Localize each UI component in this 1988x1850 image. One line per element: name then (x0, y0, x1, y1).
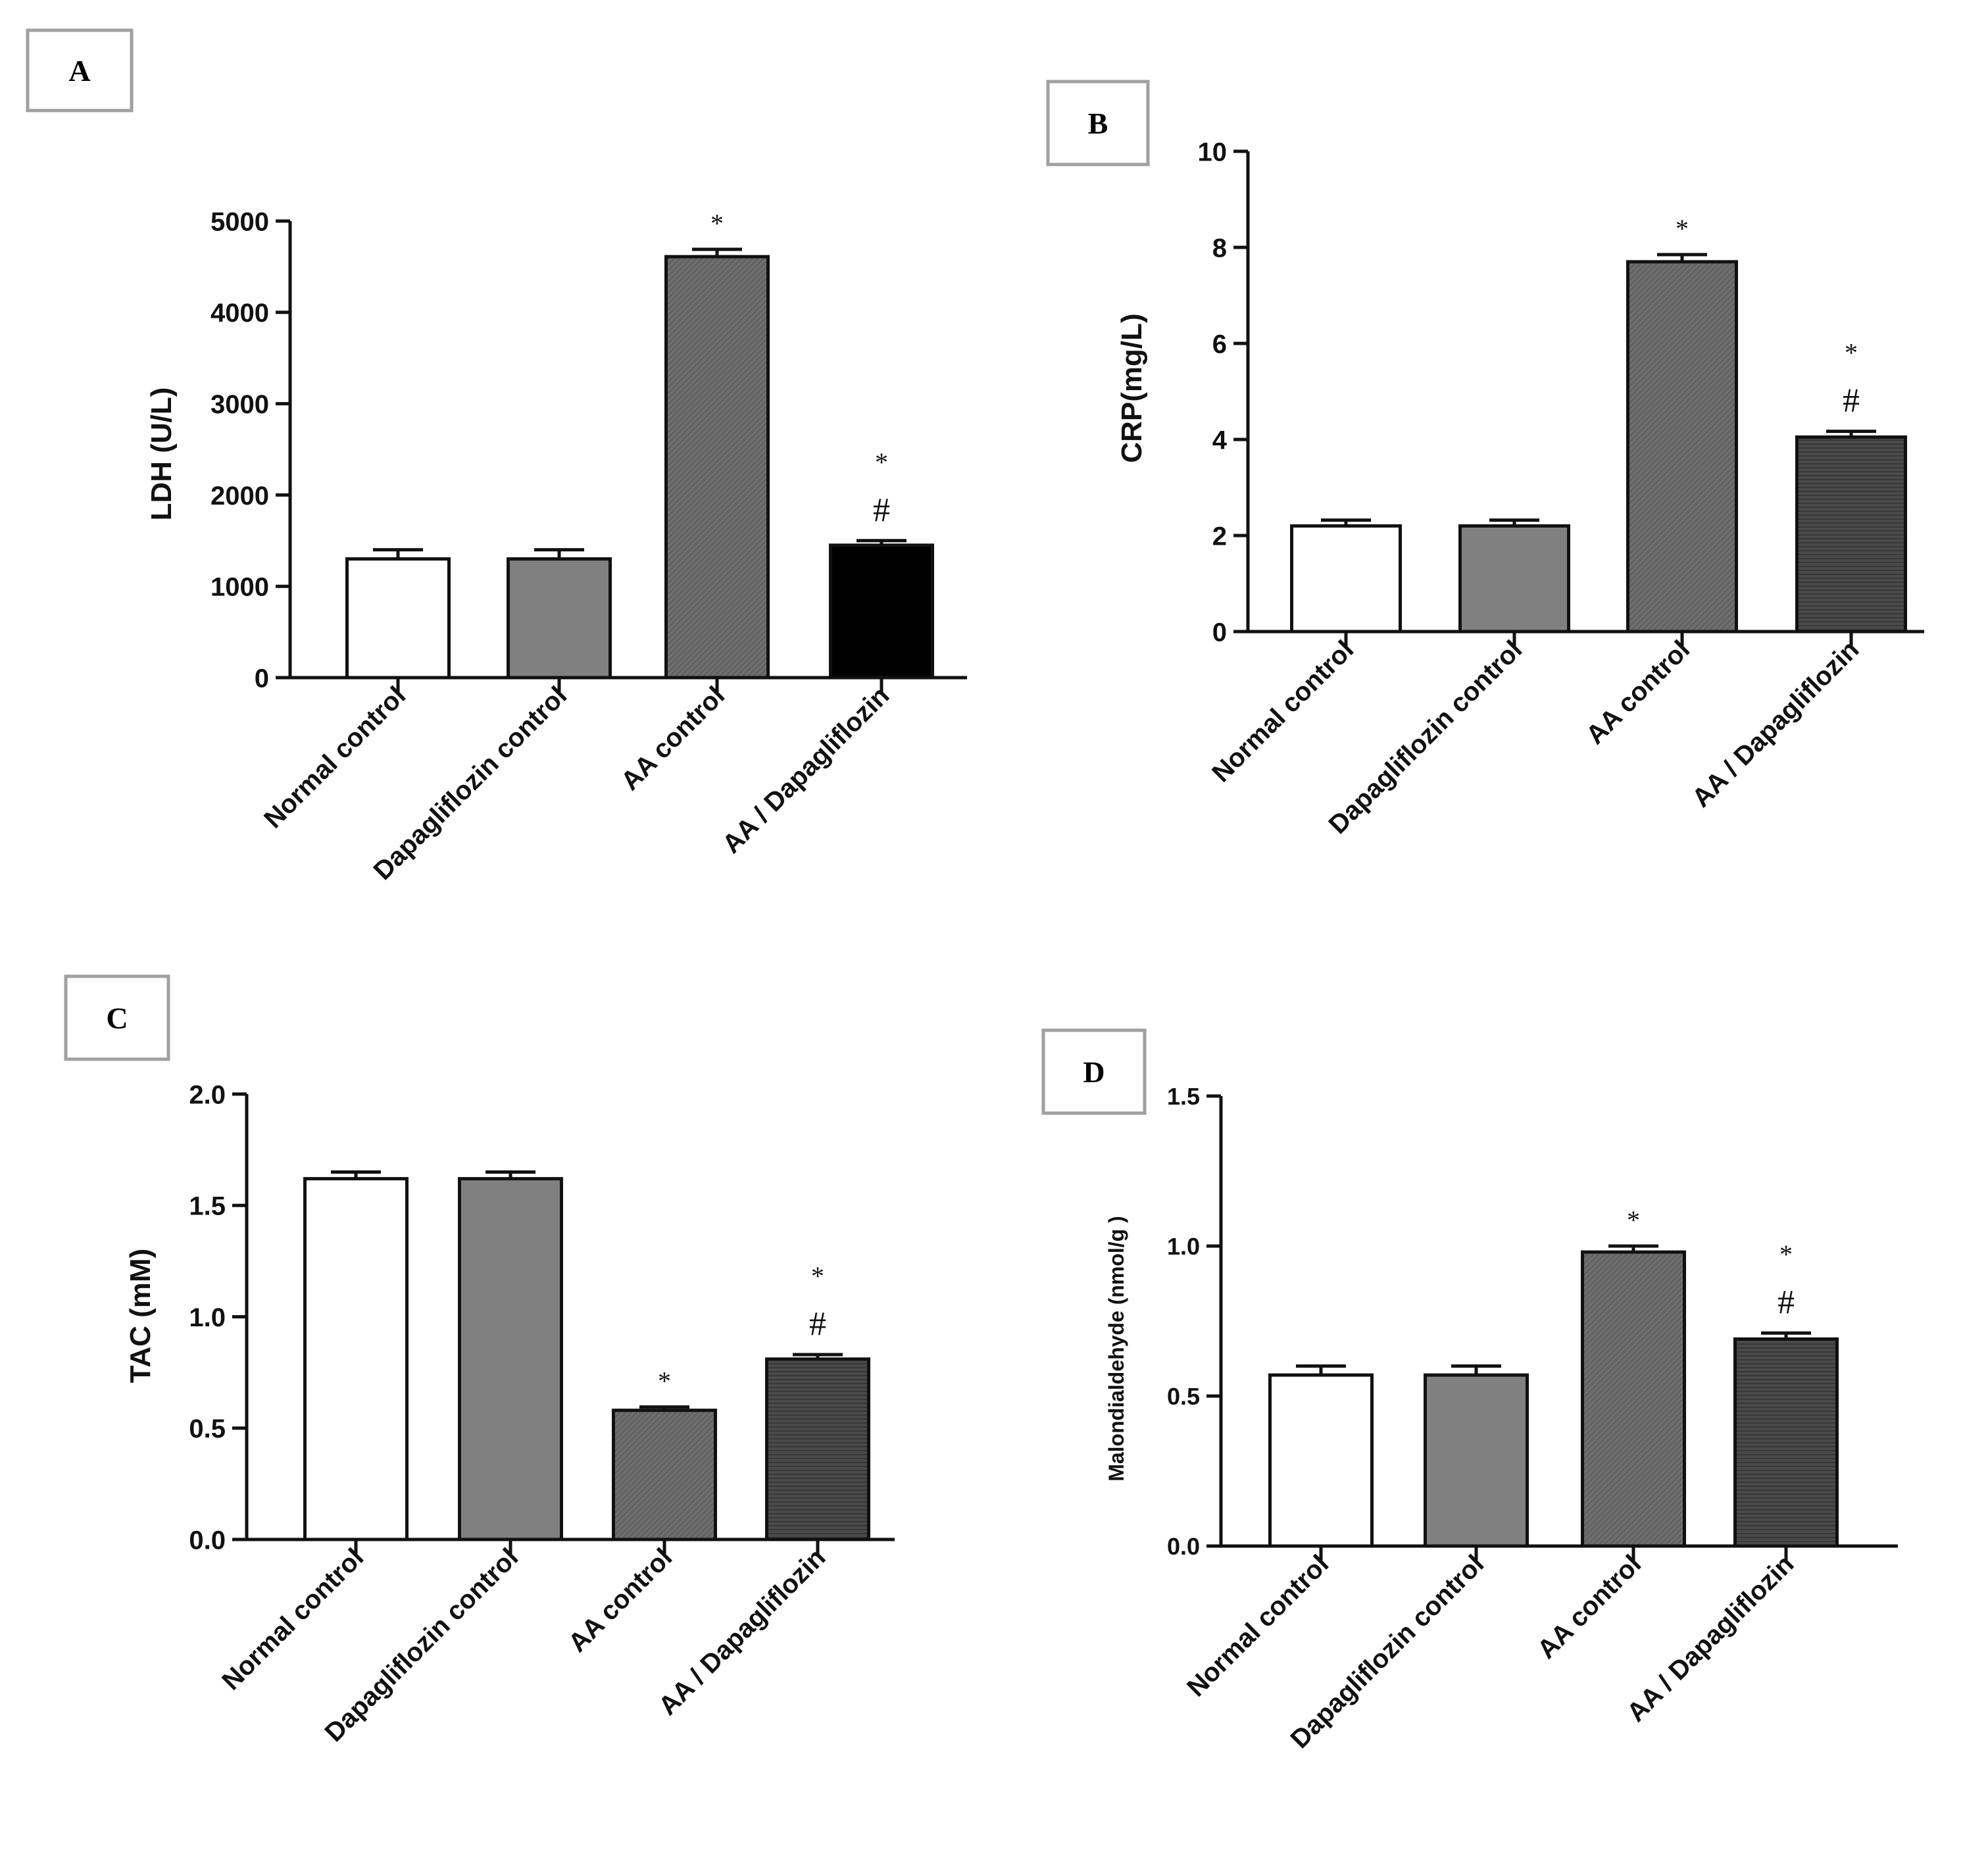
category-label: Normal control (1206, 635, 1359, 788)
panel-b: B 0 2 4 6 8 10 CRP(mg/L) Normal controlDapaglifl… (1046, 80, 1924, 839)
panel-label: A (68, 54, 90, 88)
category-label: Normal control (259, 681, 411, 834)
panel-a: A 0 1000 2000 3000 4000 5000 LDH (U/L) Normal co… (26, 28, 967, 886)
y-tick-label: 6 (1212, 330, 1227, 359)
y-tick-label: 2.0 (189, 1080, 226, 1109)
y-tick-label: 1.5 (1167, 1083, 1200, 1110)
y-tick-label: 5000 (211, 207, 269, 236)
significance-hash: # (873, 491, 890, 529)
category-label: AA / Dapagliflozin (1622, 1549, 1799, 1727)
panel-label-box (1041, 1028, 1147, 1115)
y-tick-label: 4 (1212, 426, 1228, 455)
panel-label-box (26, 28, 134, 113)
bar (1626, 260, 1738, 634)
panels: A 0 1000 2000 3000 4000 5000 LDH (U/L) Normal co… (26, 28, 1924, 1754)
y-tick-label: 1.5 (189, 1192, 226, 1221)
category-label: AA / Dapagliflozin (653, 1543, 831, 1720)
y-tick-label: 0.5 (189, 1414, 226, 1443)
category-label: AA control (563, 1543, 678, 1658)
bar (345, 557, 451, 680)
y-tick-label: 3000 (211, 390, 269, 419)
bar (1581, 1250, 1686, 1548)
category-label: Normal control (216, 1543, 369, 1695)
significance-hash: # (1777, 1284, 1795, 1321)
y-axis-label: LDH (U/L) (145, 388, 178, 521)
y-tick-label: 1000 (211, 573, 269, 602)
significance-star: * (658, 1366, 671, 1396)
y-axis-label: TAC (mM) (124, 1249, 157, 1383)
y-tick-label: 0.0 (189, 1526, 226, 1555)
significance-star: * (1779, 1239, 1793, 1269)
significance-star: * (1845, 338, 1858, 368)
bar (1733, 1337, 1839, 1548)
bar (1458, 524, 1570, 634)
panel-label: C (106, 1001, 128, 1035)
category-label: AA control (616, 681, 731, 796)
significance-star: * (1676, 214, 1689, 243)
category-label: AA control (1581, 635, 1696, 750)
y-tick-label: 0.5 (1167, 1383, 1200, 1410)
panel-label-box (1046, 80, 1150, 166)
category-label: AA / Dapagliflozin (717, 681, 895, 859)
y-tick-label: 1.0 (1167, 1233, 1200, 1260)
panel-label-box (64, 974, 170, 1061)
bar (1424, 1373, 1529, 1548)
bar (303, 1177, 409, 1541)
category-label: AA control (1532, 1549, 1647, 1664)
panel-d: D 0.0 0.5 1.0 1.5 Malondialdehyde (nmol/g ) No… (1041, 1028, 1898, 1754)
y-tick-label: 2 (1212, 522, 1227, 551)
significance-hash: # (1843, 382, 1860, 420)
bar (458, 1177, 563, 1541)
category-label: AA / Dapagliflozin (1687, 635, 1864, 813)
y-tick-label: 4000 (211, 299, 269, 328)
category-label: Dapagliflozin control (1324, 635, 1528, 839)
y-tick-label: 10 (1198, 138, 1228, 166)
bar (829, 543, 934, 680)
bar (765, 1357, 870, 1541)
significance-star: * (1627, 1205, 1640, 1235)
panel-label: B (1088, 107, 1108, 140)
y-tick-label: 0 (1212, 618, 1227, 647)
y-tick-label: 0 (255, 664, 269, 693)
bar (1290, 524, 1402, 634)
significance-star: * (710, 209, 724, 238)
y-tick-label: 0.0 (1167, 1533, 1200, 1560)
bar (664, 255, 770, 680)
bar (1268, 1373, 1374, 1548)
bar (1795, 435, 1907, 634)
significance-star: * (811, 1261, 824, 1291)
y-tick-label: 2000 (211, 482, 269, 511)
category-label: Normal control (1181, 1549, 1334, 1702)
y-tick-label: 8 (1212, 234, 1227, 262)
significance-hash: # (809, 1305, 826, 1343)
bar (507, 557, 612, 680)
panel-label: D (1083, 1055, 1105, 1089)
y-tick-label: 1.0 (189, 1303, 226, 1332)
bar (612, 1409, 717, 1541)
significance-star: * (875, 447, 888, 477)
y-axis-label: Malondialdehyde (nmol/g ) (1105, 1216, 1128, 1482)
y-axis-label: CRP(mg/L) (1116, 313, 1148, 463)
